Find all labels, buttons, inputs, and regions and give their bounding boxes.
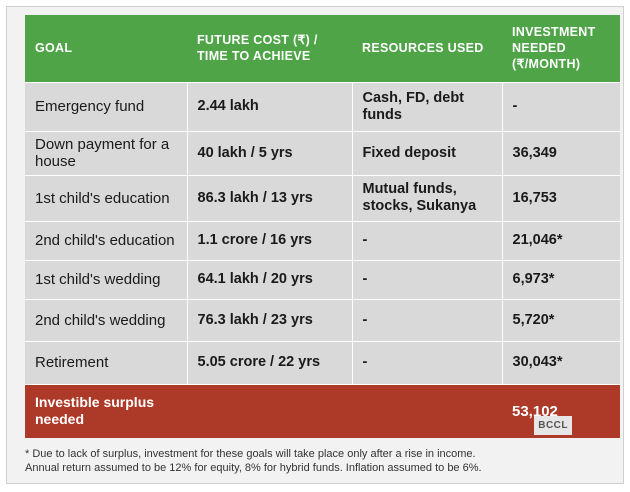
table-card: GOAL FUTURE COST (₹) / TIME TO ACHIEVE R… <box>6 6 624 484</box>
table-row: Down payment for a house 40 lakh / 5 yrs… <box>25 130 620 175</box>
header-investment: INVESTMENT NEEDED (₹/MONTH) <box>502 15 620 82</box>
total-value-cell: 53,102 BCCL <box>502 383 620 438</box>
cost-cell: 5.05 crore / 22 yrs <box>187 340 353 384</box>
goals-table: GOAL FUTURE COST (₹) / TIME TO ACHIEVE R… <box>25 15 620 438</box>
footnote-line: * Due to lack of surplus, investment for… <box>25 448 476 460</box>
investment-cell: 30,043* <box>502 340 620 384</box>
investment-cell: 21,046* <box>502 220 620 260</box>
total-row: Investible surplus needed 53,102 BCCL <box>25 383 620 438</box>
total-value: 53,102 <box>512 402 558 420</box>
cost-cell: 64.1 lakh / 20 yrs <box>187 259 353 299</box>
resources-cell: Fixed deposit <box>352 130 503 175</box>
header-goal: GOAL <box>25 15 187 82</box>
footnote-line: Annual return assumed to be 12% for equi… <box>25 462 482 474</box>
resources-cell: Mutual funds, stocks, Sukanya <box>352 174 503 221</box>
table-row: Emergency fund 2.44 lakh Cash, FD, debt … <box>25 81 620 131</box>
cost-cell: 40 lakh / 5 yrs <box>187 130 353 175</box>
goal-cell: 1st child's wedding <box>25 259 188 299</box>
header-row: GOAL FUTURE COST (₹) / TIME TO ACHIEVE R… <box>25 15 620 82</box>
resources-cell: - <box>352 298 503 341</box>
table-row: 2nd child's wedding 76.3 lakh / 23 yrs -… <box>25 298 620 341</box>
resources-cell: - <box>352 220 503 260</box>
total-empty-cell <box>352 383 502 438</box>
cost-cell: 2.44 lakh <box>187 81 353 131</box>
investment-cell: 5,720* <box>502 298 620 341</box>
header-future-cost: FUTURE COST (₹) / TIME TO ACHIEVE <box>187 15 352 82</box>
bccl-watermark: BCCL <box>534 416 572 435</box>
goal-cell: 2nd child's wedding <box>25 298 188 341</box>
investment-cell: 16,753 <box>502 174 620 221</box>
goal-cell: Retirement <box>25 340 188 384</box>
table-row: 1st child's wedding 64.1 lakh / 20 yrs -… <box>25 259 620 299</box>
header-resources: RESOURCES USED <box>352 15 502 82</box>
goal-cell: 1st child's education <box>25 174 188 221</box>
investment-cell: 6,973* <box>502 259 620 299</box>
cost-cell: 76.3 lakh / 23 yrs <box>187 298 353 341</box>
cost-cell: 1.1 crore / 16 yrs <box>187 220 353 260</box>
goal-cell: Down payment for a house <box>25 130 188 175</box>
cost-cell: 86.3 lakh / 13 yrs <box>187 174 353 221</box>
goal-cell: 2nd child's education <box>25 220 188 260</box>
resources-cell: - <box>352 340 503 384</box>
goal-cell: Emergency fund <box>25 81 188 131</box>
table-row: 2nd child's education 1.1 crore / 16 yrs… <box>25 220 620 260</box>
footnotes: * Due to lack of surplus, investment for… <box>25 447 620 475</box>
table-row: 1st child's education 86.3 lakh / 13 yrs… <box>25 174 620 221</box>
resources-cell: Cash, FD, debt funds <box>352 81 503 131</box>
total-empty-cell <box>187 383 352 438</box>
investment-cell: 36,349 <box>502 130 620 175</box>
resources-cell: - <box>352 259 503 299</box>
table-row: Retirement 5.05 crore / 22 yrs - 30,043* <box>25 340 620 384</box>
investment-cell: - <box>502 81 620 131</box>
total-label: Investible surplus needed <box>25 383 187 438</box>
